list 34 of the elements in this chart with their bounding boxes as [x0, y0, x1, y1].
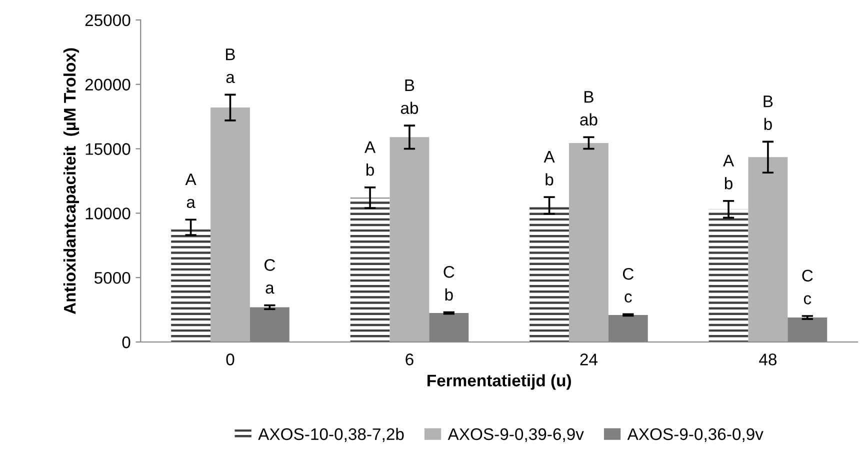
- data-label: A b: [364, 141, 376, 176]
- y-tick-label: 5000: [94, 272, 130, 284]
- y-tick-label: 0: [122, 336, 130, 348]
- y-tick-label: 15000: [86, 143, 130, 155]
- data-label: B a: [226, 48, 235, 84]
- bar: [210, 108, 250, 342]
- legend-label: AXOS-10-0,38-7,2b: [258, 428, 404, 442]
- legend-label: AXOS-9-0,39-6,9v: [448, 428, 584, 442]
- legend-label: AXOS-9-0,36-0,9v: [627, 428, 764, 442]
- x-tick-label: 6: [406, 354, 414, 366]
- data-label: B b: [764, 96, 773, 130]
- data-label: A b: [544, 151, 555, 186]
- y-tick-label: 20000: [85, 78, 130, 91]
- bar: [390, 137, 430, 342]
- x-tick-label: 24: [580, 354, 598, 366]
- data-label: A b: [723, 154, 734, 190]
- bar: [350, 198, 390, 342]
- bar: [708, 209, 748, 342]
- data-label: A a: [185, 174, 196, 208]
- data-label: C a: [264, 259, 276, 294]
- data-label: C b: [444, 266, 454, 301]
- data-label: C c: [622, 268, 634, 303]
- data-label: B ab: [400, 80, 418, 114]
- bar: [569, 142, 608, 342]
- x-axis-title: Fermentatietijd (u): [428, 374, 571, 390]
- bar: [748, 157, 788, 342]
- x-tick-label: 48: [759, 354, 777, 366]
- x-tick-label: 0: [226, 354, 234, 366]
- data-label: C c: [802, 270, 813, 304]
- data-label: B ab: [580, 91, 598, 126]
- bar: [530, 205, 570, 342]
- y-tick-label: 10000: [86, 208, 130, 220]
- y-axis-title: Antioxidantcapaciteit (µM Trolox): [63, 48, 79, 314]
- y-tick-label: 25000: [85, 14, 130, 26]
